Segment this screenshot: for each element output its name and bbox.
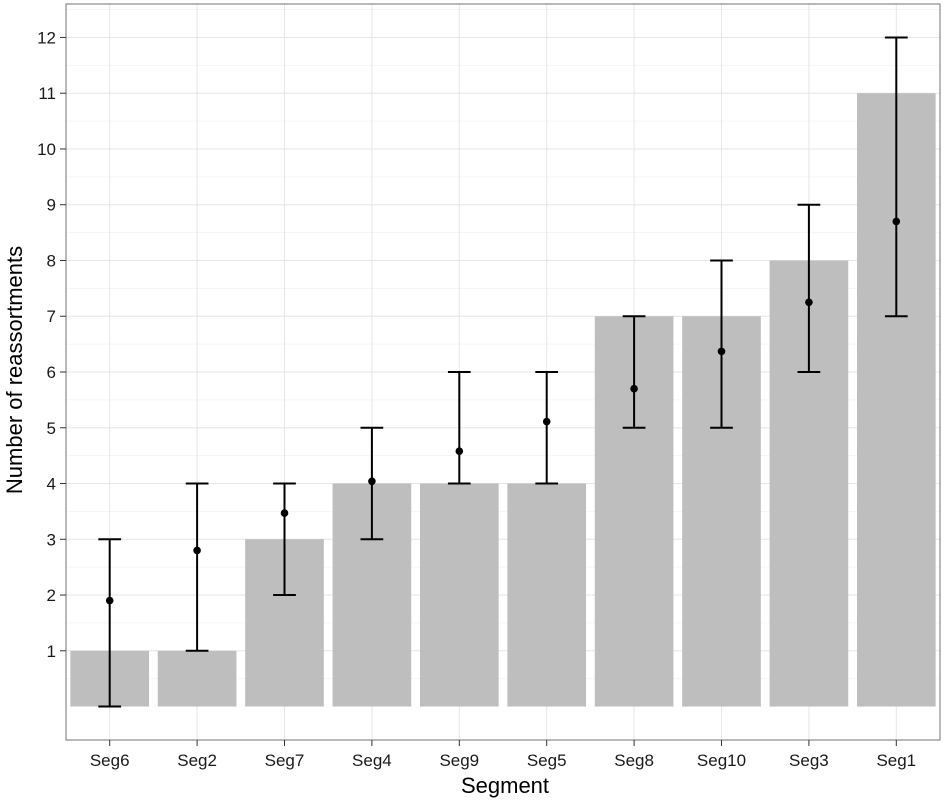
y-tick-label: 2	[47, 586, 56, 605]
point-seg9	[455, 447, 464, 455]
mean-points	[105, 217, 901, 605]
point-seg7	[280, 509, 289, 517]
y-tick-label: 12	[37, 28, 56, 47]
point-seg2	[193, 546, 201, 555]
x-tick-label: Seg3	[789, 751, 829, 770]
y-axis-title: Number of reassortments	[2, 246, 27, 494]
errorbar-seg8	[622, 315, 646, 429]
y-tick-label: 11	[38, 84, 56, 103]
y-tick-label: 7	[47, 307, 56, 326]
x-tick-label: Seg10	[697, 751, 746, 770]
point-seg8	[630, 384, 638, 393]
errorbar-seg2	[185, 482, 209, 652]
y-tick-label: 8	[47, 251, 56, 270]
bar-seg5	[507, 483, 587, 707]
errorbar-seg9	[447, 371, 471, 485]
error-bars	[98, 36, 908, 708]
y-tick-label: 5	[47, 419, 56, 438]
x-tick-label: Seg9	[439, 751, 479, 770]
x-axis-title: Segment	[461, 773, 549, 798]
y-tick-label: 10	[37, 140, 56, 159]
bar-seg9	[419, 483, 499, 707]
point-seg10	[717, 347, 726, 356]
errorbar-seg7	[273, 482, 296, 597]
x-tick-label: Seg6	[90, 751, 130, 770]
errorbar-seg10	[710, 259, 733, 429]
x-axis: Seg6 Seg2 Seg7 Seg4 Seg9 Seg5 Seg8 Seg10 Seg3 Seg…	[90, 740, 916, 770]
point-seg3	[805, 298, 813, 307]
x-tick-label: Seg1	[876, 751, 916, 770]
x-tick-label: Seg5	[527, 751, 567, 770]
errorbar-seg5	[535, 371, 559, 485]
errorbar-seg3	[797, 203, 821, 373]
x-tick-label: Seg7	[265, 751, 305, 770]
point-seg5	[542, 417, 551, 426]
y-tick-label: 3	[47, 530, 56, 549]
errorbar-seg6	[98, 538, 122, 708]
y-tick-label: 6	[47, 363, 56, 382]
point-seg1	[892, 217, 901, 226]
y-tick-label: 9	[47, 196, 56, 215]
errorbar-seg1	[884, 36, 908, 318]
point-seg4	[368, 477, 376, 486]
x-tick-label: Seg2	[177, 751, 217, 770]
point-seg6	[105, 596, 114, 605]
bar-seg2	[157, 650, 237, 707]
x-tick-label: Seg8	[614, 751, 654, 770]
y-tick-label: 4	[47, 475, 56, 494]
y-tick-label: 1	[47, 642, 56, 661]
x-tick-label: Seg4	[352, 751, 392, 770]
